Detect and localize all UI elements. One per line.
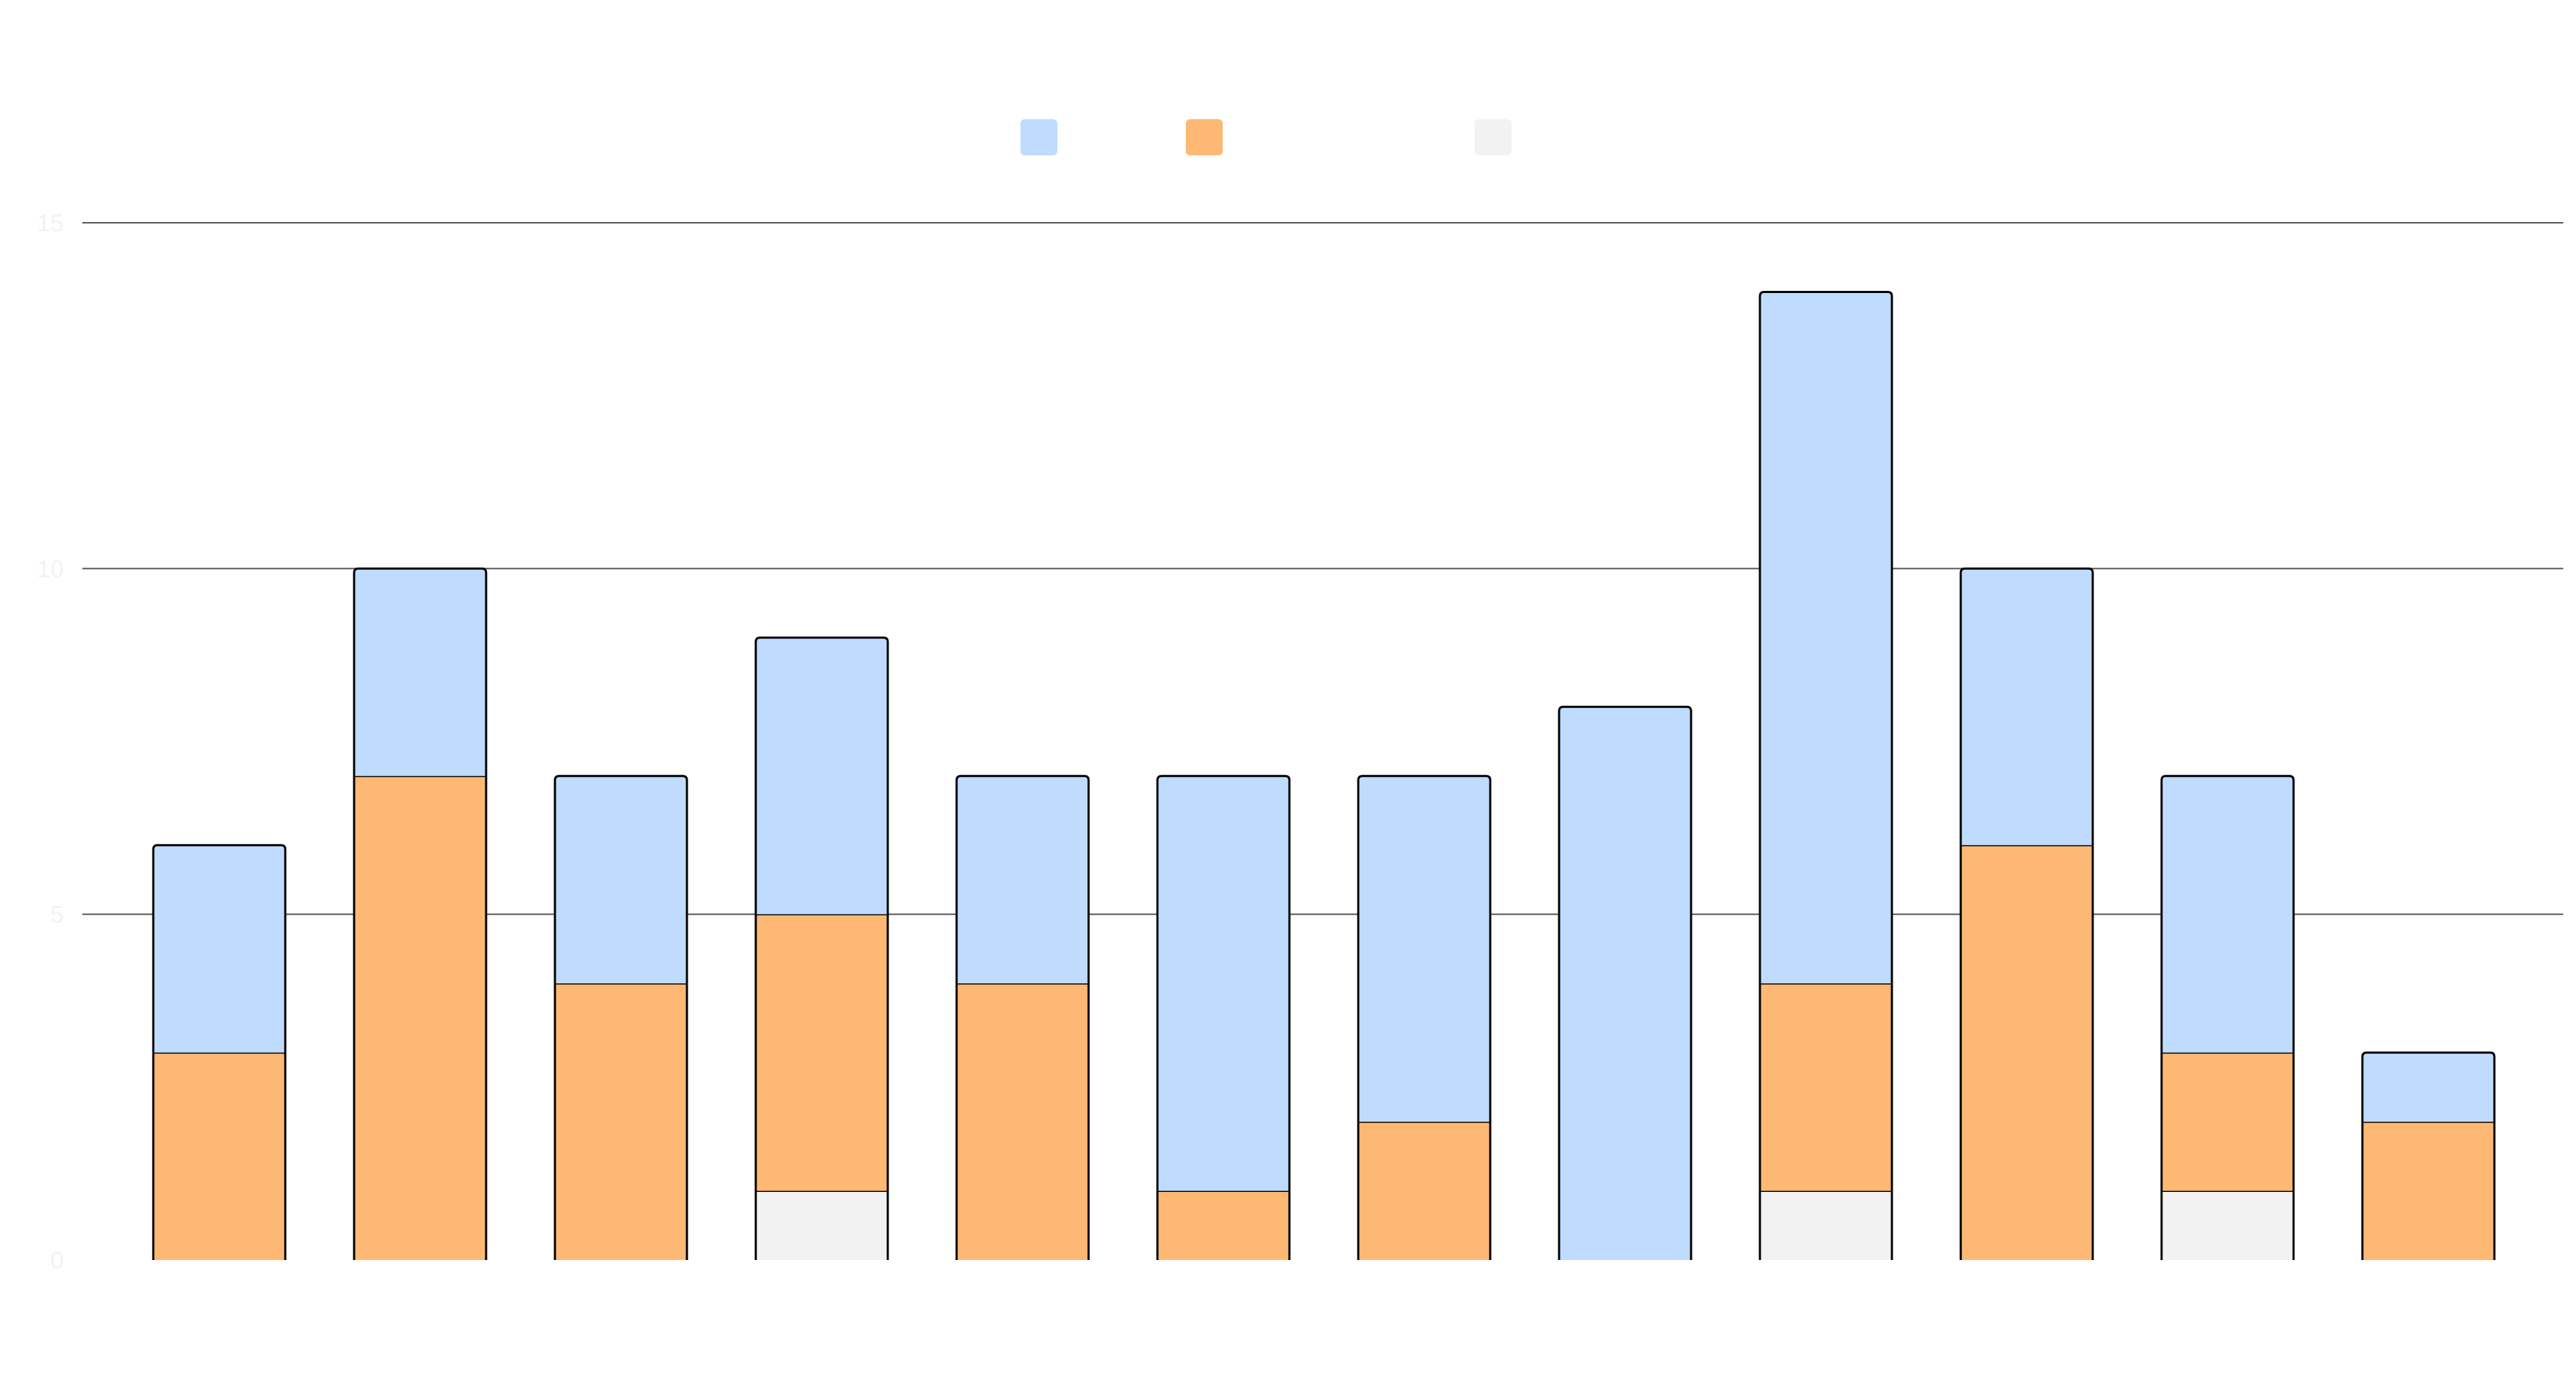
bar-segment <box>1358 775 1490 1122</box>
bar-segment <box>1157 775 1289 1191</box>
bar-segment <box>555 775 687 984</box>
bar-segment <box>153 1052 285 1260</box>
bar-segment <box>1760 292 1892 984</box>
y-axis-ticks: 0 5 10 15 <box>37 210 64 1274</box>
bar-segment <box>1760 983 1892 1191</box>
bar-segment <box>756 1191 888 1260</box>
legend-swatch <box>1475 119 1512 155</box>
bars <box>152 290 2496 1260</box>
bar-segment-outline <box>1959 567 2094 846</box>
bar-segment <box>354 568 486 776</box>
bar-segment <box>2162 1191 2294 1260</box>
y-tick-label: 0 <box>50 1247 64 1274</box>
bar-segment-outline <box>1357 775 1492 1122</box>
y-tick-label: 5 <box>50 902 64 929</box>
bar-segment <box>2162 1052 2294 1191</box>
bar-segment-outline <box>2361 1051 2496 1122</box>
legend-swatch <box>1020 119 1057 155</box>
bar-segment <box>756 914 888 1191</box>
bar-segment-outline <box>1357 1120 1492 1260</box>
bar-segment <box>957 775 1089 984</box>
bar-segment <box>1157 1191 1289 1260</box>
bar-segment-outline <box>1156 775 1291 1191</box>
legend-swatch <box>1186 119 1223 155</box>
bar-segment-outline <box>955 775 1090 984</box>
bar-segment-outline <box>754 636 889 915</box>
bar-segment <box>957 983 1089 1260</box>
bar-segment <box>555 983 687 1260</box>
bar-segment-outline <box>554 775 688 984</box>
bar-segment <box>2362 1052 2494 1122</box>
bar-segment <box>756 637 888 915</box>
bar-segment <box>1961 568 2093 846</box>
legend <box>1020 119 1512 155</box>
bar-segment <box>2162 775 2294 1053</box>
bar-segment-outline <box>152 844 287 1053</box>
y-tick-label: 10 <box>37 556 64 582</box>
bar-segment <box>2362 1122 2494 1260</box>
bar-segment-outline <box>353 567 488 776</box>
bar-segment-outline <box>754 913 889 1191</box>
y-tick-label: 15 <box>37 210 64 237</box>
bar-segment-outline <box>2361 1120 2496 1260</box>
bar-segment-outline <box>2160 775 2295 1053</box>
bar-segment-outline <box>1558 705 1692 1260</box>
bar-segment <box>153 845 285 1053</box>
bar-segment-outline <box>1758 290 1893 984</box>
gridlines <box>82 222 2563 915</box>
bar-segment <box>354 775 486 1260</box>
bar-segment <box>1961 845 2093 1260</box>
bar-segment <box>1559 707 1691 1260</box>
bar-segment <box>1358 1122 1490 1260</box>
bar-segment <box>1760 1191 1892 1260</box>
